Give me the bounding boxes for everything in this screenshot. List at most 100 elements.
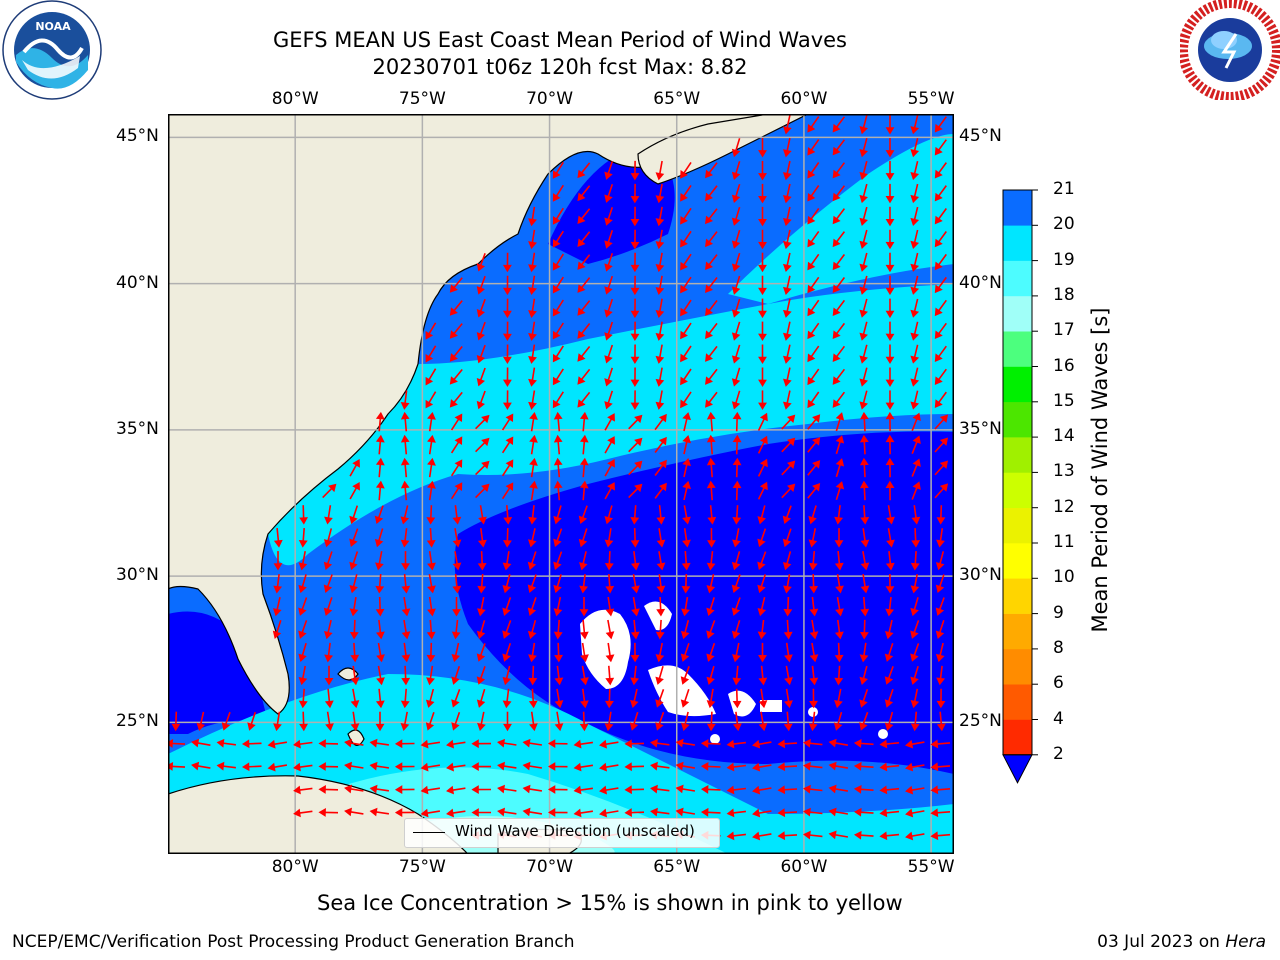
wind-wave-arrow-head xyxy=(936,723,946,732)
wind-wave-arrow-head xyxy=(376,654,385,663)
footer-credit: NCEP/EMC/Verification Post Processing Pr… xyxy=(12,932,575,952)
wind-wave-arrow-head xyxy=(835,458,845,467)
wind-wave-arrow-head xyxy=(328,483,337,493)
wind-wave-arrow-head xyxy=(502,333,512,342)
colorbar-segment xyxy=(1003,507,1032,544)
wind-wave-arrow-head xyxy=(910,700,920,709)
footer-date: 03 Jul 2023 on Hera xyxy=(1097,932,1266,952)
wind-wave-arrow-head xyxy=(630,195,640,204)
wind-wave-arrow-head xyxy=(828,761,837,771)
wind-wave-arrow-head xyxy=(879,831,888,841)
wind-wave-arrow-head xyxy=(752,762,761,772)
wind-wave-arrow-head xyxy=(604,723,614,732)
wind-wave-arrow-head xyxy=(782,126,792,135)
lon-label-top: 60°W xyxy=(780,89,828,109)
wind-wave-arrow-head xyxy=(834,631,844,640)
wind-wave-arrow-head xyxy=(807,330,816,340)
wind-wave-arrow-head xyxy=(425,399,434,409)
wind-wave-arrow-head xyxy=(394,762,403,772)
wind-wave-arrow-head xyxy=(777,762,786,772)
wind-wave-arrow-head xyxy=(911,540,921,548)
wind-wave-arrow-head xyxy=(731,607,741,616)
wind-wave-arrow-head xyxy=(577,376,586,385)
wind-wave-arrow-head xyxy=(349,561,358,571)
wind-wave-arrow-head xyxy=(374,515,384,525)
wind-wave-arrow-head xyxy=(905,831,914,841)
wind-wave-arrow-head xyxy=(449,353,458,362)
wind-wave-arrow-head xyxy=(705,261,713,271)
wind-wave-arrow-head xyxy=(318,807,326,817)
wind-wave-arrow-head xyxy=(502,379,512,387)
wind-wave-arrow-head xyxy=(502,676,512,686)
wind-wave-arrow-head xyxy=(607,482,615,491)
wind-wave-arrow-head xyxy=(191,738,200,748)
wind-wave-arrow-head xyxy=(884,722,894,731)
wind-wave-arrow-head xyxy=(529,457,538,466)
wind-wave-arrow-head xyxy=(934,169,943,179)
wind-wave-arrow-head xyxy=(400,411,410,420)
wind-wave-arrow-head xyxy=(731,561,741,571)
wind-wave-arrow-head xyxy=(528,539,537,548)
wind-wave-arrow-head xyxy=(476,630,486,639)
wind-wave-arrow-head xyxy=(369,807,378,817)
wind-wave-arrow-head xyxy=(832,192,841,202)
colorbar-segment xyxy=(1003,437,1032,473)
wind-wave-arrow-head xyxy=(910,630,919,639)
wind-wave-arrow-head xyxy=(777,831,786,841)
wind-wave-arrow-head xyxy=(553,538,562,548)
wind-wave-arrow-head xyxy=(446,762,455,772)
wind-wave-arrow-head xyxy=(936,517,946,525)
wind-wave-arrow-head xyxy=(912,435,921,444)
lon-label-bottom: 55°W xyxy=(907,857,955,877)
wind-wave-arrow-head xyxy=(859,355,868,364)
wind-wave-arrow-head xyxy=(832,353,841,362)
wind-wave-arrow-head xyxy=(859,654,869,663)
wind-wave-arrow-head xyxy=(579,562,588,571)
wind-wave-arrow-head xyxy=(935,584,945,593)
wind-wave-arrow-head xyxy=(706,434,716,443)
wind-wave-arrow-head xyxy=(682,412,691,421)
wind-wave-arrow-head xyxy=(732,480,742,489)
wind-wave-arrow-head xyxy=(807,261,816,271)
wind-wave-arrow-head xyxy=(782,195,792,204)
wind-wave-arrow-head xyxy=(757,516,766,525)
wind-wave-arrow-head xyxy=(787,437,796,447)
wind-wave-arrow-head xyxy=(580,677,589,686)
wind-wave-arrow-head xyxy=(732,654,741,663)
wind-wave-arrow-head xyxy=(634,483,643,493)
wind-wave-arrow-head xyxy=(656,539,666,548)
wind-wave-arrow-head xyxy=(580,654,589,663)
wind-wave-arrow-head xyxy=(630,333,640,342)
wind-wave-arrow-head xyxy=(758,402,767,410)
wind-wave-arrow-head xyxy=(630,631,640,640)
wind-wave-arrow-head xyxy=(476,400,485,410)
wind-wave-arrow-head xyxy=(782,378,792,387)
wind-wave-arrow-head xyxy=(528,287,537,296)
wind-wave-arrow-head xyxy=(369,738,378,748)
wind-wave-arrow-head xyxy=(885,457,895,466)
wind-wave-arrow-head xyxy=(809,677,819,686)
wind-wave-arrow-head xyxy=(777,739,786,749)
wind-wave-arrow-head xyxy=(350,654,360,663)
wind-wave-arrow-head xyxy=(481,483,490,493)
wind-wave-arrow-head xyxy=(375,434,385,443)
wind-wave-arrow-head xyxy=(605,608,615,617)
wind-wave-arrow-head xyxy=(400,434,410,443)
wind-wave-arrow-head xyxy=(552,284,561,294)
colorbar-tick-label: 20 xyxy=(1053,214,1075,235)
lon-label-bottom: 65°W xyxy=(653,857,701,877)
wind-wave-arrow-head xyxy=(655,287,665,296)
wind-wave-arrow-head xyxy=(934,238,943,248)
wind-wave-arrow-head xyxy=(497,761,506,771)
wind-wave-arrow-head xyxy=(604,171,613,180)
graticule xyxy=(168,114,954,854)
wind-wave-arrow-head xyxy=(552,330,561,340)
wind-wave-arrow-head xyxy=(502,310,512,319)
wind-wave-arrow-head xyxy=(420,739,429,749)
wind-wave-arrow-head xyxy=(939,483,949,492)
wind-wave-arrow-head xyxy=(605,677,615,686)
wind-wave-arrow-head xyxy=(650,738,658,748)
wind-wave-arrow-head xyxy=(910,171,920,181)
wind-wave-arrow-head xyxy=(807,192,816,202)
lat-label-left: 45°N xyxy=(116,126,159,147)
